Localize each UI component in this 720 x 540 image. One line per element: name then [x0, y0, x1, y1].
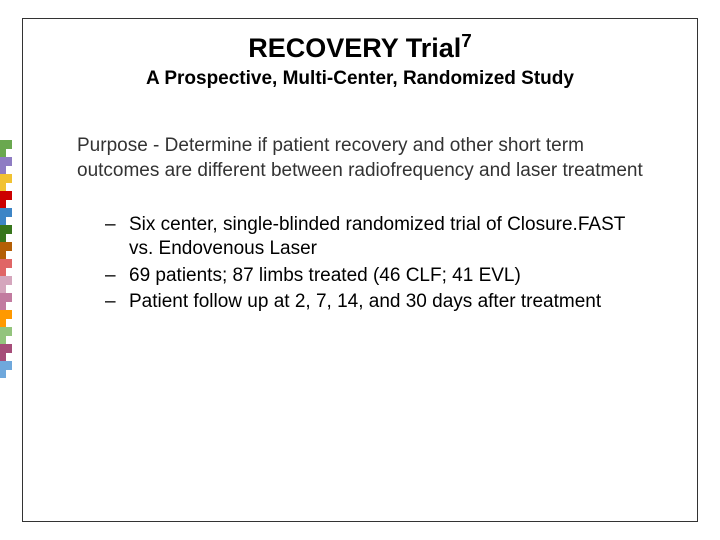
stripe: [0, 370, 6, 379]
stripe: [0, 200, 6, 209]
bullet-dash-icon: –: [105, 264, 129, 288]
body-content: Purpose - Determine if patient recovery …: [23, 90, 697, 314]
stripe: [0, 259, 12, 268]
bullet-dash-icon: –: [105, 290, 129, 314]
stripe: [0, 310, 12, 319]
stripe: [0, 140, 12, 149]
stripe: [0, 251, 6, 260]
stripe: [0, 319, 6, 328]
stripe: [0, 276, 12, 285]
stripe: [0, 183, 6, 192]
bullet-item: –69 patients; 87 limbs treated (46 CLF; …: [105, 264, 643, 288]
slide-frame: RECOVERY Trial7 A Prospective, Multi-Cen…: [22, 18, 698, 522]
bullet-item: –Patient follow up at 2, 7, 14, and 30 d…: [105, 290, 643, 314]
purpose-text: Purpose - Determine if patient recovery …: [77, 134, 643, 183]
stripe: [0, 157, 12, 166]
stripe: [0, 302, 6, 311]
stripe: [0, 149, 6, 158]
stripe: [0, 293, 12, 302]
stripe: [0, 217, 6, 226]
bullet-text: Six center, single-blinded randomized tr…: [129, 213, 643, 262]
stripe: [0, 234, 6, 243]
bullet-dash-icon: –: [105, 213, 129, 262]
stripe: [0, 353, 6, 362]
stripe: [0, 336, 6, 345]
stripe: [0, 268, 6, 277]
stripe: [0, 327, 12, 336]
title-sup: 7: [461, 31, 472, 52]
title-main: RECOVERY Trial7: [23, 31, 697, 64]
bullet-item: –Six center, single-blinded randomized t…: [105, 213, 643, 262]
stripe: [0, 174, 12, 183]
stripe: [0, 344, 12, 353]
stripe: [0, 225, 12, 234]
subtitle: A Prospective, Multi-Center, Randomized …: [23, 68, 697, 90]
stripe: [0, 191, 12, 200]
stripe: [0, 208, 12, 217]
title-block: RECOVERY Trial7 A Prospective, Multi-Cen…: [23, 31, 697, 90]
stripe: [0, 242, 12, 251]
bullet-text: Patient follow up at 2, 7, 14, and 30 da…: [129, 290, 643, 314]
stripe: [0, 166, 6, 175]
bullet-list: –Six center, single-blinded randomized t…: [77, 213, 643, 314]
stripe: [0, 285, 6, 294]
bullet-text: 69 patients; 87 limbs treated (46 CLF; 4…: [129, 264, 643, 288]
title-text: RECOVERY Trial: [248, 33, 461, 63]
stripe: [0, 361, 12, 370]
